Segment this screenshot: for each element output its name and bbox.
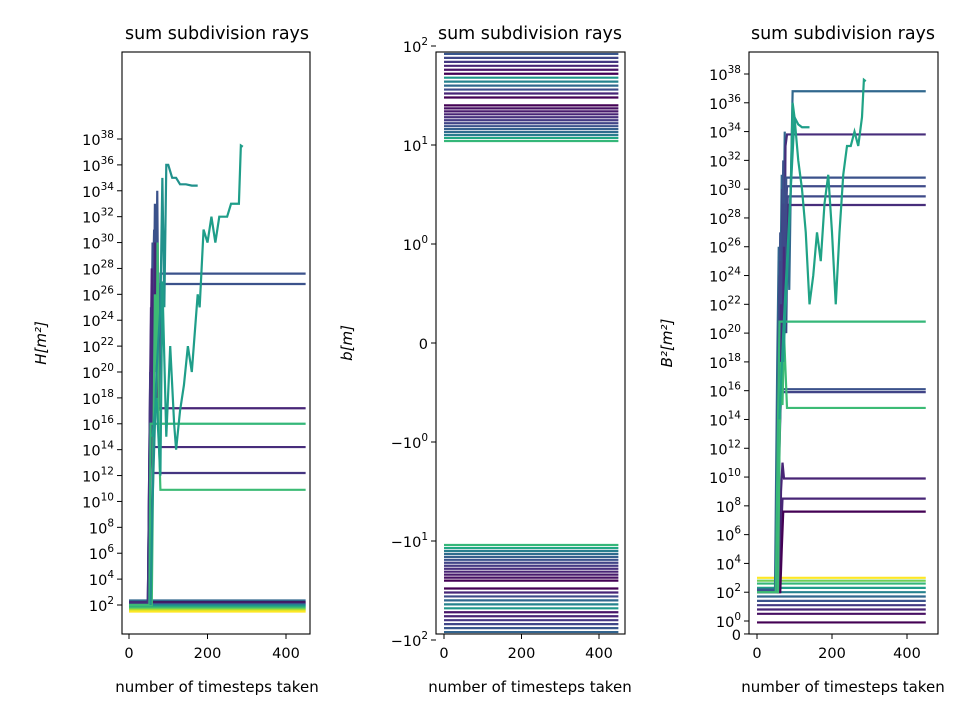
x-ticks: 0 200 400 <box>752 634 921 662</box>
y-tick-label: 1038 <box>709 64 741 84</box>
y-tick-label: 0 <box>419 337 428 353</box>
y-tick-label: 1014 <box>709 409 741 429</box>
y-tick-label: 1026 <box>82 284 114 304</box>
y-tick-label: 1012 <box>709 438 741 458</box>
x-ticks: 0 200 400 <box>124 634 300 662</box>
x-tick-label: 0 <box>752 646 761 662</box>
y-tick-label: 1018 <box>82 388 114 408</box>
plot-area <box>435 51 626 635</box>
y-ticks: 102 101 100 0 −100 −101 −102 <box>391 36 436 650</box>
y-tick-label: 102 <box>403 36 428 56</box>
y-tick-label: 100 <box>403 234 428 254</box>
y-tick-label: 1036 <box>709 93 741 113</box>
x-tick-label: 0 <box>439 646 448 662</box>
x-axis-label: number of timesteps taken <box>115 678 318 696</box>
y-tick-label: 1010 <box>709 467 741 487</box>
y-tick-label: 1010 <box>82 491 114 511</box>
series-line-24 <box>778 77 867 420</box>
x-axis-label: number of timesteps taken <box>741 678 944 696</box>
y-tick-label: 0 <box>732 628 741 644</box>
y-tick-label: 101 <box>403 135 428 155</box>
y-tick-label: 106 <box>716 525 741 545</box>
panel-h: sum subdivision rays 102 104 106 108 1010 101… <box>32 24 319 696</box>
x-ticks: 0 200 400 <box>439 634 613 662</box>
y-tick-label: 102 <box>89 595 114 615</box>
axes-frame <box>748 51 939 635</box>
x-tick-label: 400 <box>585 646 613 662</box>
y-tick-label: 1032 <box>82 207 114 227</box>
y-tick-label: 1022 <box>709 294 741 314</box>
series-layer <box>129 143 306 613</box>
y-tick-label: −101 <box>391 531 428 551</box>
series-line-25 <box>782 113 810 362</box>
y-tick-label: 1030 <box>709 179 741 199</box>
y-tick-label: 1028 <box>82 258 114 278</box>
y-tick-label: 1022 <box>82 336 114 356</box>
chart-title: sum subdivision rays <box>438 24 622 44</box>
y-tick-label: 104 <box>716 553 741 573</box>
panel-b: sum subdivision rays 102 101 100 0 −100 −101 −… <box>338 24 632 696</box>
y-tick-label: 1034 <box>709 122 741 142</box>
y-tick-label: 1038 <box>82 129 114 149</box>
y-tick-label: 1012 <box>82 466 114 486</box>
x-tick-label: 0 <box>124 646 133 662</box>
y-axis-label: b[m] <box>338 325 356 361</box>
y-tick-label: −102 <box>391 630 428 650</box>
series-line-16 <box>149 163 198 606</box>
series-layer <box>444 52 619 634</box>
chart-title: sum subdivision rays <box>751 24 935 44</box>
y-tick-label: 1028 <box>709 208 741 228</box>
y-tick-label: 102 <box>716 582 741 602</box>
y-ticks: 100 102 104 106 108 1010 1012 1014 1016 1018 1020 1… <box>709 64 749 644</box>
y-tick-label: 1030 <box>82 233 114 253</box>
y-tick-label: 106 <box>89 543 114 563</box>
y-tick-label: 108 <box>716 496 741 516</box>
y-tick-label: 1020 <box>709 323 741 343</box>
y-tick-label: 108 <box>89 517 114 537</box>
series-line-17 <box>151 143 244 476</box>
plot-area <box>121 51 311 635</box>
y-tick-label: 1034 <box>82 181 114 201</box>
axes-frame <box>121 51 311 635</box>
y-tick-label: 104 <box>89 569 114 589</box>
y-tick-label: 100 <box>716 611 741 631</box>
x-tick-label: 200 <box>818 646 846 662</box>
plot-area <box>748 51 939 635</box>
y-ticks: 102 104 106 108 1010 1012 1014 1016 1018 1020 1022… <box>82 129 122 615</box>
y-tick-label: 1026 <box>709 237 741 257</box>
y-tick-label: 1024 <box>82 310 114 330</box>
x-tick-label: 400 <box>893 646 921 662</box>
x-tick-label: 200 <box>194 646 222 662</box>
y-tick-label: 1014 <box>82 440 114 460</box>
chart-title: sum subdivision rays <box>125 24 309 44</box>
y-tick-label: 1020 <box>82 362 114 382</box>
y-axis-label: B²[m²] <box>658 319 676 368</box>
series-layer <box>757 77 926 624</box>
y-tick-label: 1018 <box>709 352 741 372</box>
y-tick-label: −100 <box>391 432 428 452</box>
x-tick-label: 400 <box>272 646 300 662</box>
y-tick-label: 1032 <box>709 150 741 170</box>
y-tick-label: 1024 <box>709 266 741 286</box>
y-tick-label: 1036 <box>82 155 114 175</box>
y-tick-label: 1016 <box>709 381 741 401</box>
x-axis-label: number of timesteps taken <box>428 678 631 696</box>
y-tick-label: 1016 <box>82 414 114 434</box>
panel-b2: sum subdivision rays 100 102 104 106 108 1010… <box>658 24 945 696</box>
y-axis-label: H[m²] <box>32 321 50 365</box>
x-tick-label: 200 <box>508 646 536 662</box>
